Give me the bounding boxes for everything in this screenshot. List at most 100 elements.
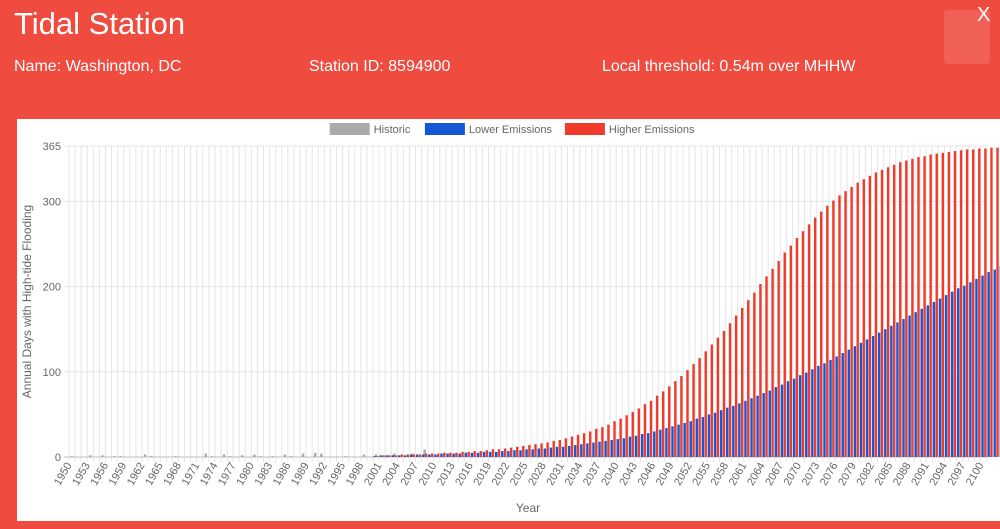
bar-lower-emissions (938, 298, 942, 457)
y-tick-label: 0 (55, 452, 61, 464)
bar-lower-emissions (586, 443, 589, 457)
bar-higher-emissions (990, 147, 993, 457)
bar-higher-emissions (491, 449, 495, 457)
y-tick-label: 100 (43, 367, 61, 379)
bar-lower-emissions (987, 272, 990, 457)
bar-higher-emissions (680, 376, 683, 457)
bar-higher-emissions (479, 451, 482, 457)
bar-historic (423, 449, 426, 457)
x-tick-label: 2025 (508, 461, 531, 488)
bar-lower-emissions (482, 451, 486, 457)
x-tick-label: 1971 (180, 461, 203, 488)
bar-higher-emissions (905, 160, 908, 457)
bar-higher-emissions (509, 447, 513, 457)
flooding-chart: 0 100 200 300 365 195019531956195919621965196… (20, 123, 1000, 515)
x-tick-label: 1968 (161, 461, 184, 488)
x-tick-label: 2067 (763, 461, 786, 488)
bar-higher-emissions (996, 147, 999, 457)
x-tick-label: 2004 (380, 461, 403, 488)
bar-historic (435, 456, 439, 457)
bar-lower-emissions (531, 449, 534, 457)
bar-higher-emissions (473, 451, 476, 457)
bar-higher-emissions (813, 217, 817, 457)
bar-lower-emissions (811, 369, 814, 457)
bar-higher-emissions (838, 195, 841, 457)
bar-lower-emissions (409, 454, 413, 457)
x-tick-label: 2007 (399, 461, 422, 488)
bar-higher-emissions (941, 152, 945, 457)
bar-lower-emissions (683, 422, 686, 457)
bar-higher-emissions (899, 162, 902, 458)
x-tick-label: 2052 (672, 461, 695, 488)
bar-higher-emissions (740, 307, 744, 457)
bar-lower-emissions (805, 372, 808, 457)
x-tick-label: 2082 (854, 461, 877, 488)
x-tick-label: 2031 (544, 461, 567, 488)
bar-lower-emissions (817, 365, 820, 457)
x-tick-label: 2049 (654, 461, 677, 488)
bar-higher-emissions (570, 436, 574, 457)
x-tick-label: 1995 (326, 461, 349, 488)
bar-higher-emissions (546, 442, 549, 457)
bar-lower-emissions (768, 390, 771, 457)
bar-higher-emissions (698, 358, 701, 457)
x-tick-label: 1965 (143, 461, 166, 488)
bar-lower-emissions (470, 452, 474, 457)
bar-lower-emissions (908, 315, 911, 457)
x-tick-label: 2061 (727, 461, 750, 488)
x-tick-label: 2022 (490, 461, 513, 488)
bar-higher-emissions (923, 156, 926, 457)
bar-historic (174, 456, 177, 457)
bar-higher-emissions (759, 284, 762, 457)
bar-lower-emissions (543, 448, 547, 457)
bar-lower-emissions (646, 433, 650, 457)
bar-lower-emissions (592, 442, 595, 457)
bar-lower-emissions (616, 439, 619, 457)
bar-higher-emissions (972, 149, 975, 458)
bar-lower-emissions (944, 295, 948, 457)
x-tick-label: 2064 (745, 461, 768, 488)
bar-historic (301, 453, 305, 457)
x-tick-label: 1959 (107, 461, 130, 488)
bar-higher-emissions (619, 418, 622, 457)
bar-lower-emissions (422, 454, 425, 457)
bar-higher-emissions (534, 444, 537, 457)
bar-lower-emissions (932, 301, 936, 457)
bar-higher-emissions (753, 292, 756, 457)
bar-lower-emissions (719, 410, 723, 457)
bar-lower-emissions (902, 318, 905, 457)
bar-lower-emissions (671, 426, 674, 457)
bar-higher-emissions (576, 434, 580, 457)
bar-higher-emissions (376, 456, 379, 457)
x-tick-label: 2043 (617, 461, 640, 488)
bar-lower-emissions (622, 438, 626, 457)
bar-higher-emissions (497, 449, 501, 457)
y-tick-label: 200 (43, 282, 61, 294)
bar-lower-emissions (604, 440, 607, 457)
bar-higher-emissions (552, 440, 555, 457)
bar-higher-emissions (655, 395, 659, 457)
bar-lower-emissions (415, 454, 419, 457)
x-tick-label: 2058 (709, 461, 732, 488)
bar-lower-emissions (762, 393, 765, 457)
bar-higher-emissions (449, 452, 452, 457)
bar-historic (344, 456, 347, 457)
bar-higher-emissions (728, 323, 732, 457)
bar-higher-emissions (540, 443, 543, 457)
bar-lower-emissions (853, 346, 857, 457)
bar-historic (228, 456, 232, 457)
bar-higher-emissions (947, 151, 951, 457)
bar-lower-emissions (835, 356, 838, 457)
y-axis-title: Annual Days with High-tide Flooding (20, 205, 34, 398)
bar-higher-emissions (716, 337, 720, 457)
legend-label: Lower Emissions (469, 124, 553, 136)
y-tick-label: 365 (43, 141, 61, 153)
bar-higher-emissions (430, 453, 434, 457)
bar-higher-emissions (412, 454, 416, 457)
bar-higher-emissions (668, 386, 671, 457)
bar-lower-emissions (537, 448, 540, 457)
bar-historic (405, 456, 408, 457)
close-button[interactable]: X (977, 4, 991, 26)
bar-higher-emissions (826, 205, 829, 457)
bar-lower-emissions (549, 447, 553, 457)
